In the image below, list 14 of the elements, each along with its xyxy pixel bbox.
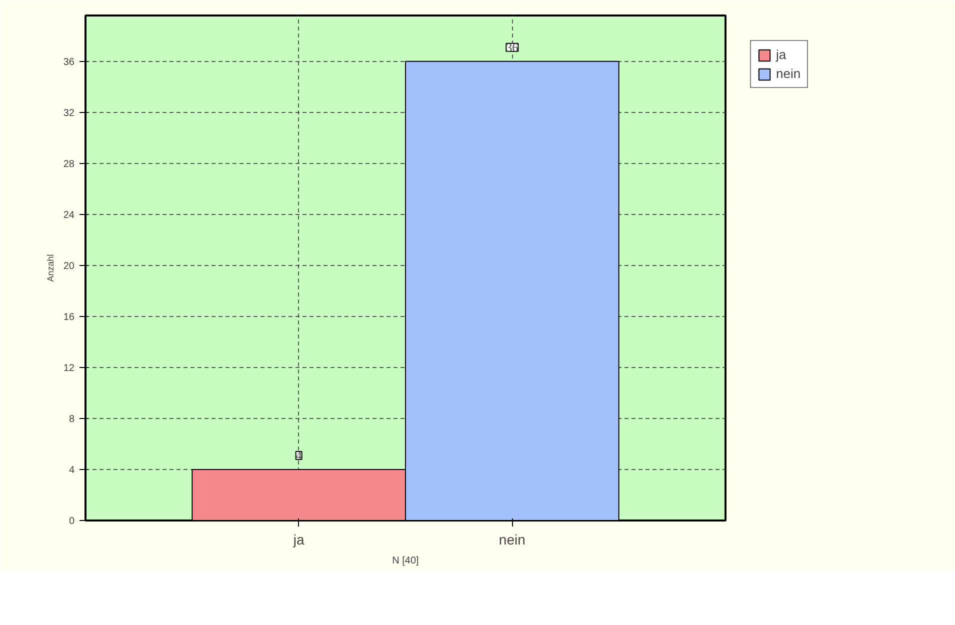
y-tick-label: 36 [63, 56, 75, 68]
y-tick-label: 8 [68, 414, 75, 425]
y-tick-label: 4 [68, 464, 75, 476]
y-tick-label: 0 [68, 516, 75, 527]
legend-label: ja [776, 47, 788, 62]
legend-label: nein [776, 66, 801, 81]
y-tick-label: 32 [63, 108, 75, 119]
y-tick-label: 16 [63, 312, 75, 323]
y-tick-label: 28 [63, 158, 75, 170]
y-tick-label: 20 [63, 260, 75, 272]
y-axis-title: Anzahl [45, 254, 56, 282]
x-axis-title: N [40] [392, 556, 420, 566]
y-tick-label: 24 [63, 210, 75, 221]
y-tick-label: 12 [63, 362, 75, 374]
